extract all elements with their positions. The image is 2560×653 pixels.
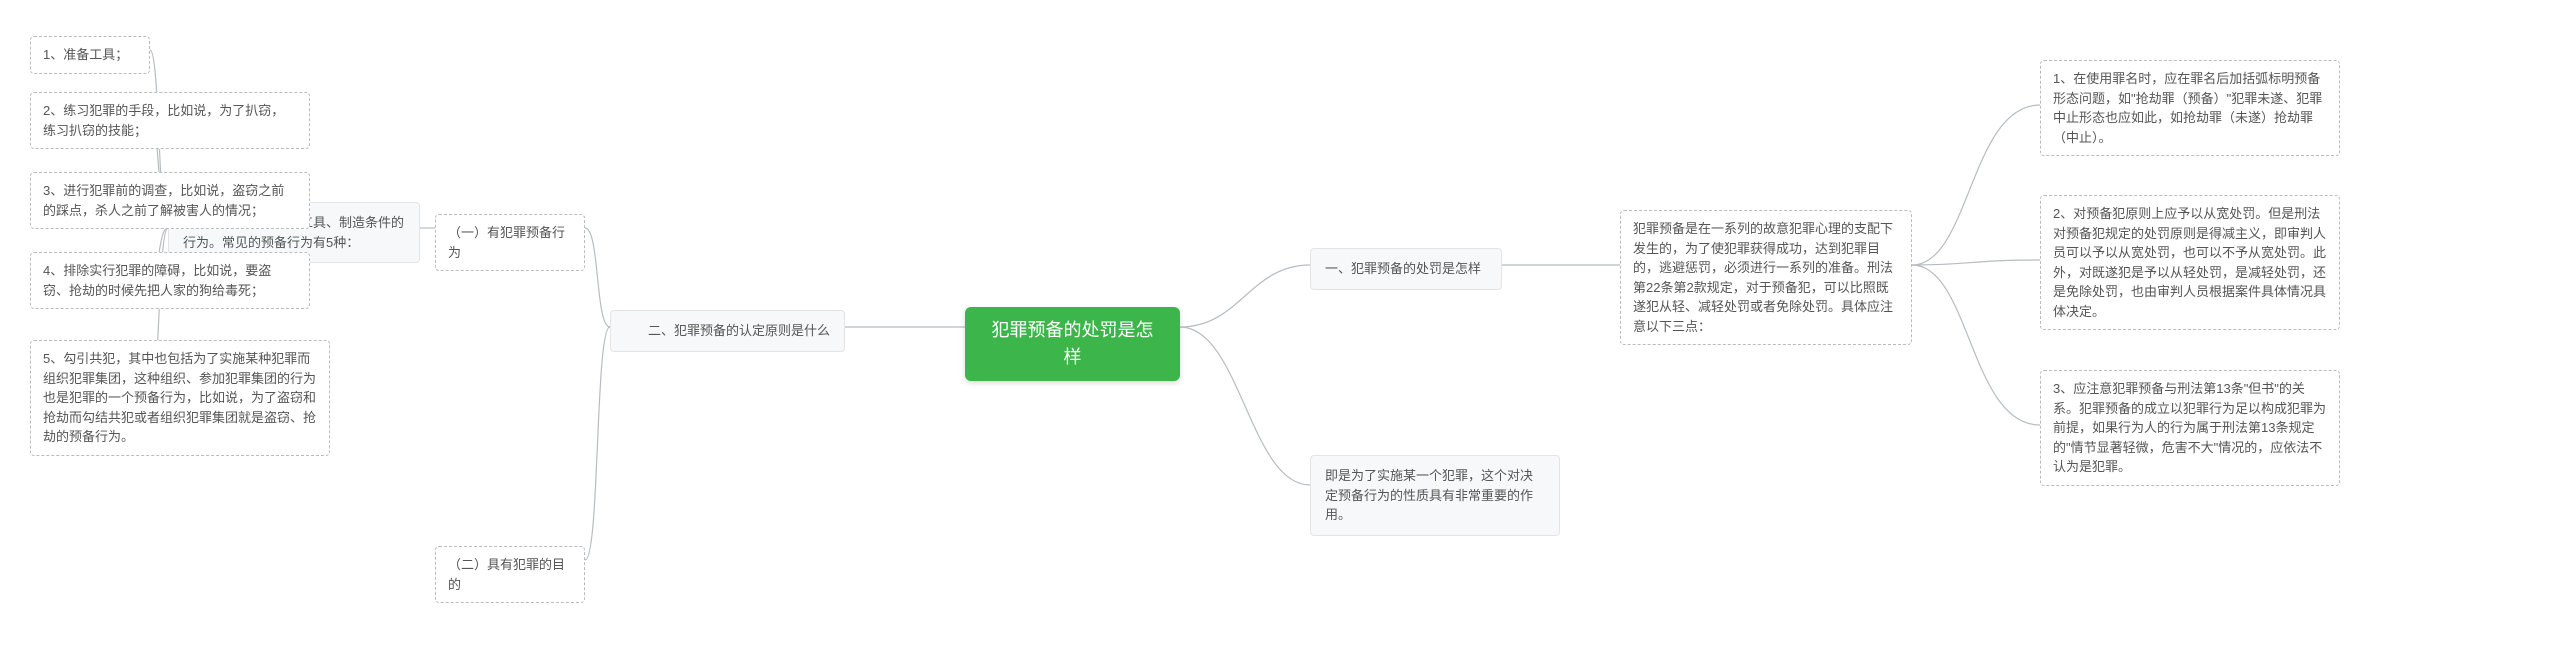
sub1-point-3-text: 3、进行犯罪前的调查，比如说，盗窃之前的踩点，杀人之前了解被害人的情况；: [43, 183, 284, 218]
sub1-title-text: （一）有犯罪预备行为: [448, 225, 565, 260]
section-1-point-2: 2、对预备犯原则上应予以从宽处罚。但是刑法对预备犯规定的处罚原则是得减主义，即审…: [2040, 195, 2340, 330]
sub2-title: （二）具有犯罪的目的: [435, 546, 585, 603]
section-1-body-text: 犯罪预备是在一系列的故意犯罪心理的支配下发生的，为了使犯罪获得成功，达到犯罪目的…: [1633, 221, 1893, 334]
sub1-point-4: 4、排除实行犯罪的障碍，比如说，要盗窃、抢劫的时候先把人家的狗给毒死；: [30, 252, 310, 309]
section-2-title-text: 二、犯罪预备的认定原则是什么: [648, 323, 830, 338]
sub1-point-1: 1、准备工具；: [30, 36, 150, 74]
sub2-title-text: （二）具有犯罪的目的: [448, 557, 565, 592]
sub1-title: （一）有犯罪预备行为: [435, 214, 585, 271]
section-1-title-text: 一、犯罪预备的处罚是怎样: [1325, 261, 1481, 276]
root-label: 犯罪预备的处罚是怎样: [992, 320, 1154, 367]
section-1-title: 一、犯罪预备的处罚是怎样: [1310, 248, 1502, 290]
sub1-point-2-text: 2、练习犯罪的手段，比如说，为了扒窃，练习扒窃的技能；: [43, 103, 284, 138]
section-1-point-3-text: 3、应注意犯罪预备与刑法第13条"但书"的关系。犯罪预备的成立以犯罪行为足以构成…: [2053, 381, 2326, 474]
sub1-point-3: 3、进行犯罪前的调查，比如说，盗窃之前的踩点，杀人之前了解被害人的情况；: [30, 172, 310, 229]
section-1-body: 犯罪预备是在一系列的故意犯罪心理的支配下发生的，为了使犯罪获得成功，达到犯罪目的…: [1620, 210, 1912, 345]
sub1-point-5-text: 5、勾引共犯，其中也包括为了实施某种犯罪而组织犯罪集团，这种组织、参加犯罪集团的…: [43, 351, 316, 444]
sub1-point-5: 5、勾引共犯，其中也包括为了实施某种犯罪而组织犯罪集团，这种组织、参加犯罪集团的…: [30, 340, 330, 456]
section-1-point-1-text: 1、在使用罪名时，应在罪名后加括弧标明预备形态问题，如"抢劫罪（预备）"犯罪未遂…: [2053, 71, 2322, 145]
section-2-title: 二、犯罪预备的认定原则是什么: [610, 310, 845, 352]
right-note-text: 即是为了实施某一个犯罪，这个对决定预备行为的性质具有非常重要的作用。: [1325, 468, 1533, 522]
root-node: 犯罪预备的处罚是怎样: [965, 307, 1180, 381]
right-note: 即是为了实施某一个犯罪，这个对决定预备行为的性质具有非常重要的作用。: [1310, 455, 1560, 536]
section-1-point-3: 3、应注意犯罪预备与刑法第13条"但书"的关系。犯罪预备的成立以犯罪行为足以构成…: [2040, 370, 2340, 486]
section-1-point-2-text: 2、对预备犯原则上应予以从宽处罚。但是刑法对预备犯规定的处罚原则是得减主义，即审…: [2053, 206, 2326, 319]
mindmap-canvas: 犯罪预备的处罚是怎样 一、犯罪预备的处罚是怎样 犯罪预备是在一系列的故意犯罪心理…: [0, 0, 2560, 653]
sub1-point-2: 2、练习犯罪的手段，比如说，为了扒窃，练习扒窃的技能；: [30, 92, 310, 149]
section-1-point-1: 1、在使用罪名时，应在罪名后加括弧标明预备形态问题，如"抢劫罪（预备）"犯罪未遂…: [2040, 60, 2340, 156]
sub1-point-4-text: 4、排除实行犯罪的障碍，比如说，要盗窃、抢劫的时候先把人家的狗给毒死；: [43, 263, 271, 298]
sub1-point-1-text: 1、准备工具；: [43, 47, 128, 62]
